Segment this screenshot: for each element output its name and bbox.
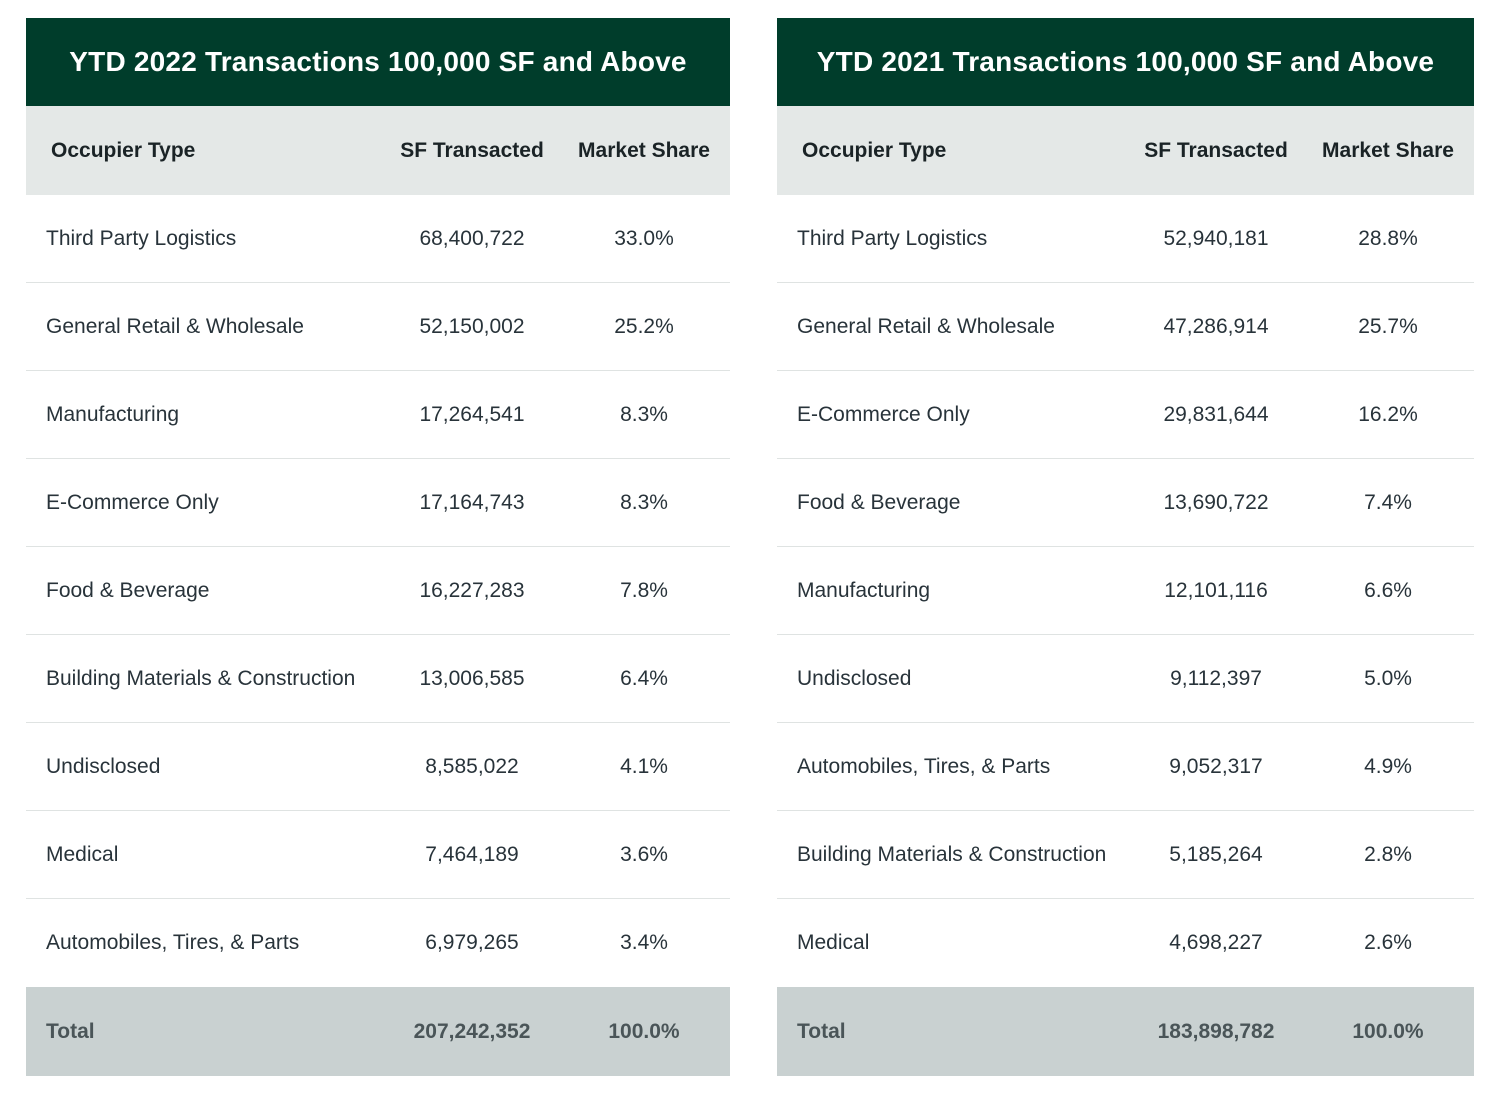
cell-sf-transacted: 52,150,002 [419,314,525,338]
cell-market-share: 16.2% [1358,402,1418,426]
table-header-row: Occupier Type SF Transacted Market Share [26,106,730,195]
total-sf-transacted: 183,898,782 [1157,1019,1275,1043]
cell-occupier-type: Food & Beverage [46,578,210,602]
cell-sf-transacted: 16,227,283 [419,578,525,602]
table-row: Medical 4,698,227 2.6% [777,899,1474,987]
column-header-sf-transacted: SF Transacted [400,138,544,162]
cell-market-share: 25.2% [614,314,674,338]
table-row: Manufacturing 12,101,116 6.6% [777,547,1474,635]
cell-sf-transacted: 47,286,914 [1163,314,1269,338]
cell-market-share: 7.8% [620,578,668,602]
table-row: Automobiles, Tires, & Parts 6,979,265 3.4% [26,899,730,987]
cell-sf-transacted: 12,101,116 [1164,578,1268,602]
table-row: Food & Beverage 13,690,722 7.4% [777,459,1474,547]
total-label: Total [46,1019,95,1043]
cell-market-share: 2.6% [1364,931,1412,954]
table-row: Undisclosed 9,112,397 5.0% [777,635,1474,723]
cell-sf-transacted: 13,006,585 [419,666,525,690]
cell-occupier-type: Undisclosed [46,754,161,778]
table-ytd-2022: YTD 2022 Transactions 100,000 SF and Abo… [26,18,730,1076]
cell-sf-transacted: 68,400,722 [419,226,525,250]
column-header-occupier-type: Occupier Type [51,138,196,162]
cell-market-share: 8.3% [620,402,668,426]
cell-occupier-type: Third Party Logistics [46,226,237,250]
cell-market-share: 8.3% [620,490,668,514]
cell-sf-transacted: 8,585,022 [425,754,519,778]
table-title: YTD 2021 Transactions 100,000 SF and Abo… [777,18,1474,106]
table-row: Medical 7,464,189 3.6% [26,811,730,899]
cell-market-share: 6.6% [1364,578,1412,602]
table-row: Undisclosed 8,585,022 4.1% [26,723,730,811]
cell-sf-transacted: 52,940,181 [1163,226,1269,250]
cell-occupier-type: Food & Beverage [797,490,961,514]
table-total-row: Total 183,898,782 100.0% [777,987,1474,1076]
cell-sf-transacted: 9,052,317 [1169,754,1263,778]
cell-occupier-type: Automobiles, Tires, & Parts [46,931,300,954]
cell-occupier-type: Undisclosed [797,666,912,690]
cell-occupier-type: General Retail & Wholesale [797,314,1055,338]
cell-sf-transacted: 17,264,541 [419,402,525,426]
cell-sf-transacted: 13,690,722 [1163,490,1269,514]
cell-sf-transacted: 9,112,397 [1170,666,1262,690]
cell-sf-transacted: 29,831,644 [1163,402,1269,426]
cell-occupier-type: Third Party Logistics [797,226,988,250]
cell-sf-transacted: 6,979,265 [425,931,519,954]
column-header-market-share: Market Share [578,138,710,162]
cell-sf-transacted: 7,464,189 [425,842,519,866]
column-header-market-share: Market Share [1322,138,1454,162]
column-header-occupier-type: Occupier Type [802,138,947,162]
table-row: General Retail & Wholesale 52,150,002 25.2… [26,283,730,371]
cell-market-share: 5.0% [1364,666,1412,690]
table-total-row: Total 207,242,352 100.0% [26,987,730,1076]
cell-sf-transacted: 4,698,227 [1169,931,1263,954]
cell-market-share: 4.9% [1364,754,1412,778]
cell-occupier-type: General Retail & Wholesale [46,314,304,338]
total-label: Total [797,1019,846,1043]
table-header-row: Occupier Type SF Transacted Market Share [777,106,1474,195]
cell-occupier-type: E-Commerce Only [46,490,219,514]
total-sf-transacted: 207,242,352 [413,1019,531,1043]
cell-sf-transacted: 5,185,264 [1169,842,1263,866]
table-title: YTD 2022 Transactions 100,000 SF and Abo… [26,18,730,106]
cell-market-share: 6.4% [620,666,668,690]
table-row: Food & Beverage 16,227,283 7.8% [26,547,730,635]
table-row: Automobiles, Tires, & Parts 9,052,317 4.9% [777,723,1474,811]
table-row: General Retail & Wholesale 47,286,914 25.7… [777,283,1474,371]
table-row: Building Materials & Construction 5,185,2… [777,811,1474,899]
column-header-sf-transacted: SF Transacted [1144,138,1288,162]
table-row: Third Party Logistics 52,940,181 28.8% [777,195,1474,283]
cell-market-share: 3.4% [620,931,668,954]
table-row: Building Materials & Construction 13,006,… [26,635,730,723]
cell-occupier-type: Manufacturing [46,402,180,426]
cell-market-share: 28.8% [1358,226,1418,250]
cell-market-share: 2.8% [1364,842,1412,866]
table-row: Third Party Logistics 68,400,722 33.0% [26,195,730,283]
cell-market-share: 4.1% [620,754,668,778]
cell-occupier-type: Medical [797,931,870,954]
total-market-share: 100.0% [608,1019,680,1043]
table-row: Manufacturing 17,264,541 8.3% [26,371,730,459]
table-row: E-Commerce Only 17,164,743 8.3% [26,459,730,547]
cell-occupier-type: E-Commerce Only [797,402,970,426]
cell-occupier-type: Automobiles, Tires, & Parts [797,754,1051,778]
table-row: E-Commerce Only 29,831,644 16.2% [777,371,1474,459]
cell-market-share: 7.4% [1364,490,1412,514]
cell-occupier-type: Manufacturing [797,578,931,602]
total-market-share: 100.0% [1352,1019,1424,1043]
cell-market-share: 33.0% [614,226,674,250]
cell-occupier-type: Building Materials & Construction [797,842,1107,866]
cell-market-share: 3.6% [620,842,668,866]
cell-market-share: 25.7% [1358,314,1418,338]
cell-occupier-type: Building Materials & Construction [46,666,356,690]
table-ytd-2021: YTD 2021 Transactions 100,000 SF and Abo… [777,18,1474,1076]
cell-occupier-type: Medical [46,842,119,866]
cell-sf-transacted: 17,164,743 [419,490,525,514]
